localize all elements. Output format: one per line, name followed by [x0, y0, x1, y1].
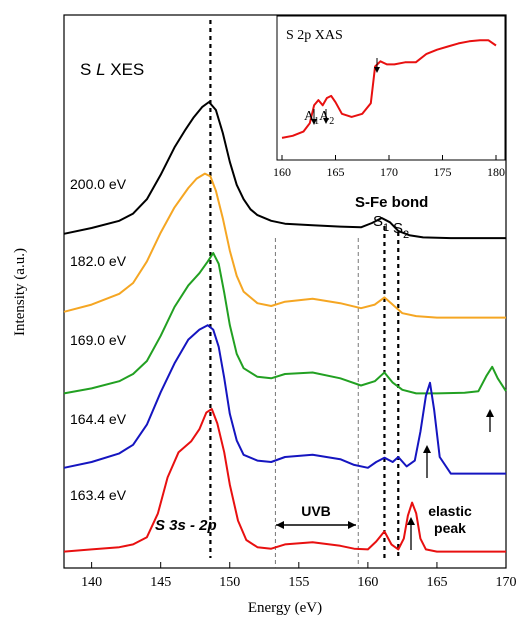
s1-label: S1: [373, 213, 389, 234]
inset-x-tick-label: 180: [487, 165, 505, 179]
sfe-bond-label: S-Fe bond: [355, 194, 428, 211]
inset-x-tick-label: 170: [380, 165, 398, 179]
series-label: 164.4 eV: [70, 411, 127, 427]
x-axis-label: Energy (eV): [248, 600, 322, 616]
x-tick-label: 150: [219, 575, 240, 590]
series-label: 200.0 eV: [70, 176, 127, 192]
series-line-1820: [63, 172, 506, 319]
title-part-xes: XES: [106, 60, 145, 79]
inset-arrow-a2: [323, 109, 329, 124]
excitation-arrow-163: [407, 517, 415, 550]
series-line-1690: [63, 252, 507, 395]
excitation-arrow-164: [423, 445, 431, 478]
inset-x-tick-label: 165: [327, 165, 345, 179]
series-line-2000: [63, 101, 506, 240]
series-label: 169.0 eV: [70, 332, 127, 348]
elastic-peak-label-1: elastic: [428, 503, 472, 519]
uvb-range-arrow: [276, 521, 356, 529]
s2-label: S2: [393, 220, 409, 241]
series-label: 163.4 eV: [70, 487, 127, 503]
inset-chart: 160 165 170 175 180 S 2p XAS A1A2: [273, 15, 506, 179]
main-plot-frame: [63, 14, 507, 569]
main-x-axis: 140 145 150 155 160 165 170: [81, 562, 517, 590]
series-line-1644: [63, 324, 506, 475]
title-part-l: L: [96, 60, 105, 79]
x-tick-label: 140: [81, 575, 102, 590]
main-chart-title: S L XES: [80, 60, 144, 79]
series-labels: 200.0 eV 182.0 eV 169.0 eV 164.4 eV 163.4 eV: [70, 176, 127, 503]
main-reference-lines: [209, 20, 400, 568]
uvb-label: UVB: [301, 503, 331, 519]
a1a2-label: A1A2: [304, 109, 334, 127]
inset-x-axis: 160 165 170 175 180: [273, 155, 505, 179]
series-line-1634: [63, 408, 506, 553]
x-tick-label: 155: [288, 575, 309, 590]
excitation-arrow-169: [486, 409, 494, 432]
x-tick-label: 160: [357, 575, 378, 590]
elastic-peak-label-2: peak: [434, 520, 466, 536]
title-part-s: S: [80, 60, 96, 79]
inset-x-tick-label: 160: [273, 165, 291, 179]
x-tick-label: 145: [150, 575, 171, 590]
inset-series-group: [281, 39, 497, 139]
s3s-2p-label: S 3s - 2p: [155, 517, 217, 534]
y-axis-label: Intensity (a.u.): [12, 248, 28, 336]
inset-series-line: [281, 39, 497, 139]
main-series-group: [63, 101, 507, 553]
x-tick-label: 170: [496, 575, 517, 590]
inset-title: S 2p XAS: [286, 28, 343, 43]
inset-frame: [276, 15, 506, 161]
x-tick-label: 165: [426, 575, 447, 590]
inset-arrow-edge: [374, 58, 380, 73]
series-label: 182.0 eV: [70, 253, 127, 269]
inset-x-tick-label: 175: [434, 165, 452, 179]
inset-arrow-a1: [311, 109, 317, 125]
